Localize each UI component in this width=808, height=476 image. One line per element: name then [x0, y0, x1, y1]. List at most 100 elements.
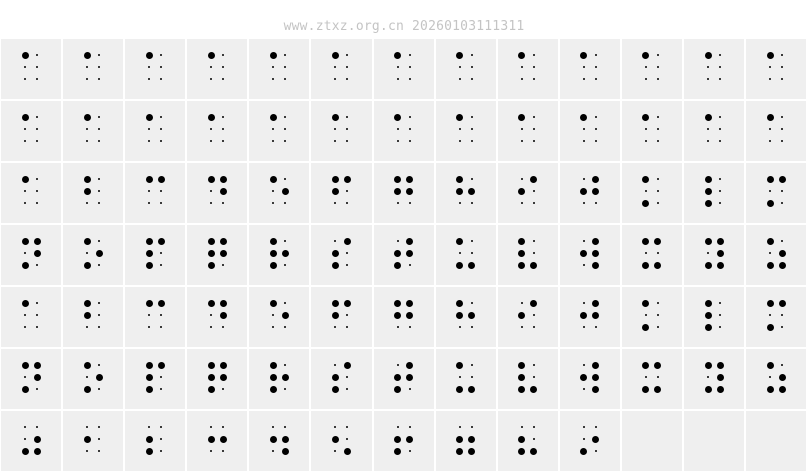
watermark-title: www.ztxz.org.cn 20260103111311: [283, 19, 525, 34]
flat-dot: [458, 252, 461, 254]
raised-dot: [281, 447, 289, 455]
flat-dot: [594, 116, 597, 118]
raised-dot: [21, 299, 29, 307]
braille-cell: [187, 287, 248, 347]
flat-dot: [346, 376, 349, 378]
raised-dot: [394, 249, 402, 257]
raised-dot: [642, 261, 650, 269]
raised-dot: [145, 299, 153, 307]
braille-grid: [1, 39, 808, 471]
flat-dot: [594, 66, 597, 68]
braille-cell: [125, 411, 186, 471]
flat-dot: [719, 78, 722, 80]
raised-dot: [95, 373, 103, 381]
flat-dot: [210, 326, 213, 328]
braille-cell: [373, 163, 434, 223]
raised-dot: [592, 175, 600, 183]
flat-dot: [24, 326, 26, 328]
braille-cell: [187, 39, 248, 99]
flat-dot: [98, 264, 101, 266]
raised-dot: [269, 237, 277, 245]
flat-dot: [781, 190, 784, 192]
flat-dot: [86, 426, 89, 428]
flat-dot: [160, 128, 163, 130]
flat-dot: [781, 240, 784, 242]
flat-dot: [656, 54, 659, 56]
flat-dot: [781, 326, 784, 328]
flat-dot: [36, 178, 38, 180]
braille-cell: [435, 163, 496, 223]
braille-cell: [373, 287, 434, 347]
flat-dot: [656, 116, 659, 118]
raised-dot: [654, 261, 662, 269]
flat-dot: [396, 426, 399, 428]
flat-dot: [24, 438, 26, 440]
raised-dot: [580, 311, 588, 319]
raised-dot: [207, 385, 215, 393]
flat-dot: [210, 450, 213, 452]
braille-cell: [63, 101, 124, 161]
raised-dot: [518, 435, 526, 443]
flat-dot: [644, 140, 647, 142]
flat-dot: [98, 438, 101, 440]
flat-dot: [458, 66, 461, 68]
flat-dot: [781, 116, 784, 118]
raised-dot: [21, 361, 29, 369]
raised-dot: [518, 113, 526, 121]
raised-dot: [704, 323, 712, 331]
flat-dot: [458, 326, 461, 328]
flat-dot: [222, 264, 225, 266]
raised-dot: [530, 385, 538, 393]
braille-cell: [497, 287, 558, 347]
raised-dot: [207, 249, 215, 257]
flat-dot: [470, 376, 473, 378]
braille-cell: [1, 287, 62, 347]
flat-dot: [594, 78, 597, 80]
flat-dot: [719, 66, 722, 68]
raised-dot: [468, 311, 476, 319]
flat-dot: [408, 54, 411, 56]
flat-dot: [644, 66, 647, 68]
flat-dot: [707, 376, 710, 378]
flat-dot: [656, 78, 659, 80]
raised-dot: [716, 249, 724, 257]
flat-dot: [36, 78, 38, 80]
flat-dot: [582, 326, 585, 328]
flat-dot: [86, 66, 89, 68]
raised-dot: [269, 175, 277, 183]
braille-cell: [559, 101, 620, 161]
braille-cell: [249, 411, 310, 471]
raised-dot: [580, 113, 588, 121]
braille-cell: [559, 39, 620, 99]
flat-dot: [582, 202, 585, 204]
flat-dot: [408, 116, 411, 118]
flat-dot: [148, 202, 151, 204]
flat-dot: [408, 264, 411, 266]
flat-dot: [222, 128, 225, 130]
raised-dot: [207, 237, 215, 245]
braille-cell: [373, 39, 434, 99]
flat-dot: [334, 326, 337, 328]
raised-dot: [592, 261, 600, 269]
raised-dot: [331, 261, 339, 269]
flat-dot: [470, 252, 473, 254]
raised-dot: [766, 361, 774, 369]
raised-dot: [145, 261, 153, 269]
braille-cell: [497, 39, 558, 99]
raised-dot: [406, 187, 414, 195]
flat-dot: [458, 376, 461, 378]
flat-dot: [98, 450, 101, 452]
braille-cell: [125, 349, 186, 409]
flat-dot: [222, 66, 225, 68]
braille-cell: [621, 39, 683, 99]
flat-dot: [408, 128, 411, 130]
flat-dot: [86, 128, 89, 130]
flat-dot: [210, 190, 213, 192]
raised-dot: [145, 361, 153, 369]
raised-dot: [207, 175, 215, 183]
flat-dot: [98, 426, 101, 428]
raised-dot: [456, 175, 464, 183]
raised-dot: [642, 237, 650, 245]
raised-dot: [394, 51, 402, 59]
raised-dot: [219, 249, 227, 257]
